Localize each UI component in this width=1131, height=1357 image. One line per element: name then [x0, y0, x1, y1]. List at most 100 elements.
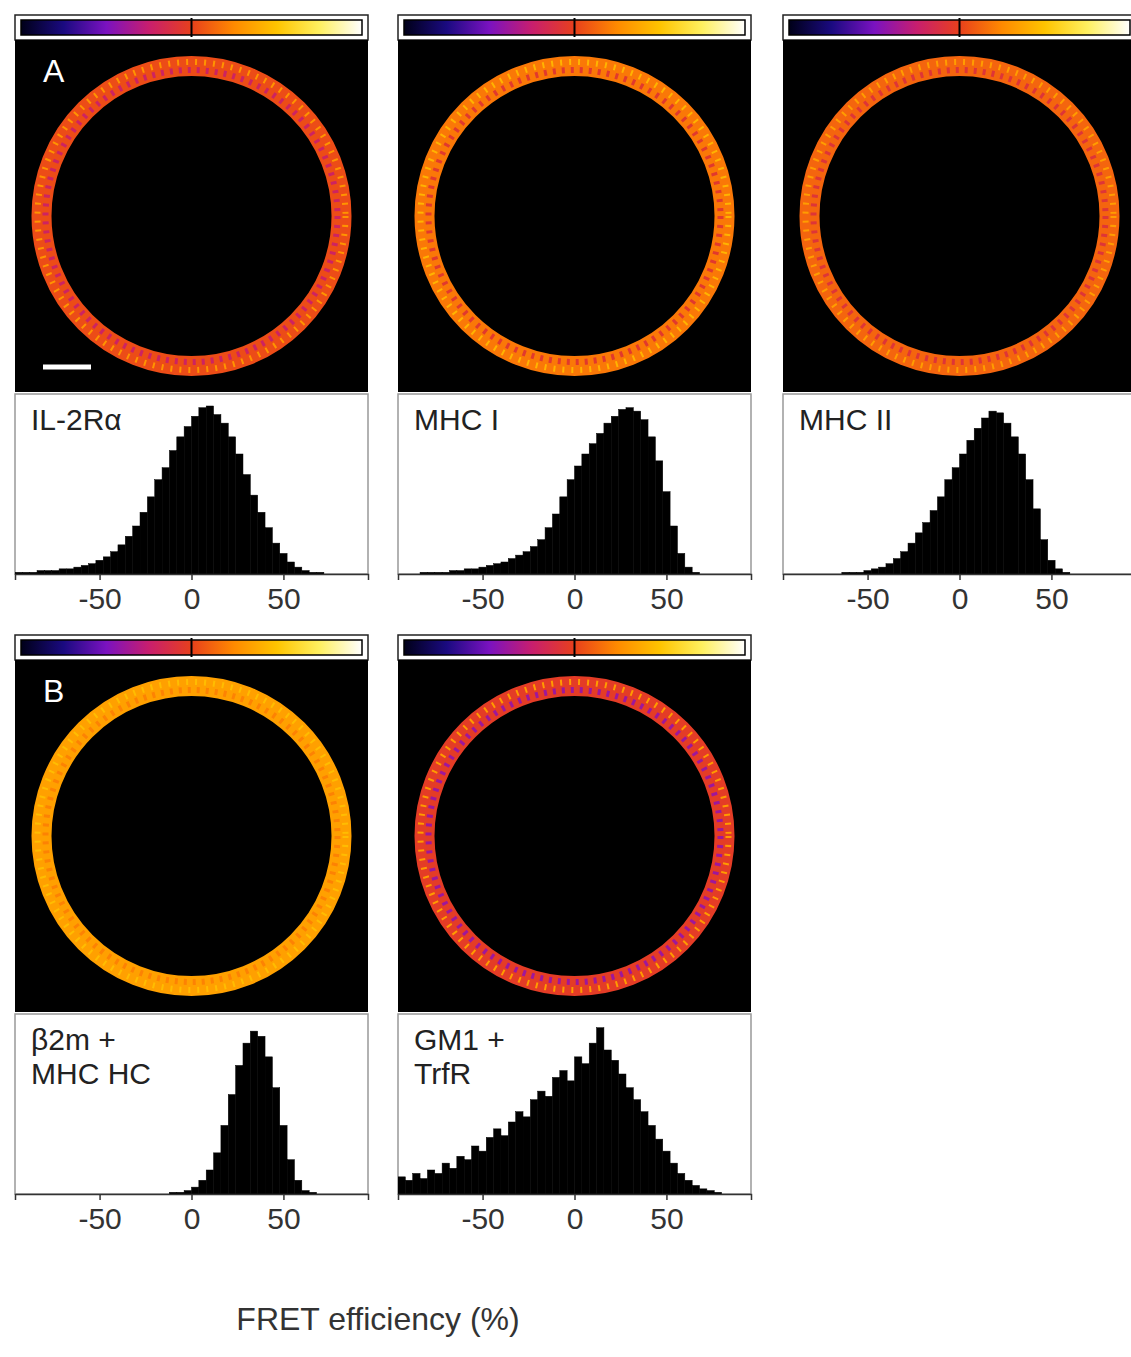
tick: 50 — [650, 574, 683, 615]
histogram-bar — [464, 569, 471, 574]
histogram-label: MHC I — [414, 403, 499, 436]
histogram-bar — [567, 1081, 574, 1194]
tick: 0 — [184, 1194, 201, 1235]
histogram-bar — [589, 444, 596, 574]
plot-frame — [398, 394, 751, 574]
histogram-bar — [1026, 480, 1033, 574]
histogram-bar — [243, 1043, 250, 1194]
histogram-bar — [133, 526, 140, 574]
histogram-bar — [486, 565, 493, 574]
histogram-bar — [604, 1050, 611, 1194]
histogram-bar — [294, 1180, 301, 1194]
histogram-bar — [538, 540, 545, 574]
histogram-bar — [633, 411, 640, 574]
tick: -50 — [78, 1194, 121, 1235]
histogram-bar — [162, 468, 169, 574]
histogram-bar — [294, 567, 301, 574]
fret-ring-high — [38, 62, 346, 370]
figure: A-50050IL-2Rα-50050MHC I-50050MHC IIB-50… — [0, 0, 1131, 1357]
tick-label: 50 — [650, 582, 683, 615]
histogram-bar — [206, 406, 213, 574]
histogram-bar — [250, 1031, 257, 1194]
histogram-bar — [184, 1191, 191, 1194]
histogram-bar — [842, 572, 849, 574]
histogram-bar — [538, 1091, 545, 1194]
fret-ring — [810, 66, 1110, 366]
panel: B-50050β2m +MHC HC — [15, 635, 369, 1235]
tick: -50 — [78, 574, 121, 615]
histogram-bar — [265, 528, 272, 574]
tick-mark — [574, 574, 576, 580]
tick-label: 0 — [952, 582, 969, 615]
tick-mark — [99, 1194, 101, 1200]
histogram-bar — [206, 1170, 213, 1194]
histogram-bar — [908, 543, 915, 574]
histogram-bar — [1004, 423, 1011, 574]
histogram-bar — [857, 572, 864, 574]
panel: -50050MHC II — [783, 15, 1131, 615]
histogram-bar — [442, 572, 449, 574]
tick-mark — [959, 574, 961, 580]
colorbar-divider — [574, 638, 576, 657]
histogram-bar — [111, 552, 118, 574]
histogram-bar — [258, 1036, 265, 1194]
fret-ring — [42, 66, 342, 366]
histogram-bar — [692, 572, 699, 574]
label-line: MHC I — [414, 403, 499, 436]
label-patch — [411, 1021, 508, 1092]
histogram-bar — [464, 1160, 471, 1194]
tick: 0 — [184, 574, 201, 615]
histogram-bar — [626, 408, 633, 574]
histogram: -50050MHC II — [783, 394, 1131, 615]
histogram-bar — [523, 1117, 530, 1194]
panel-label: A — [43, 53, 65, 89]
colorbar-frame — [15, 15, 368, 40]
histogram-bar — [677, 553, 684, 574]
histogram-bar — [177, 1192, 184, 1194]
plot-frame — [398, 1014, 751, 1194]
histogram-bar — [655, 1139, 662, 1194]
histogram-bar — [30, 572, 37, 574]
tick-label: -50 — [78, 582, 121, 615]
histogram-bar — [611, 1060, 618, 1194]
histogram-label: GM1 +TrfR — [414, 1023, 505, 1090]
histogram-bar — [302, 1191, 309, 1194]
histogram-bar — [619, 1074, 626, 1194]
histogram-label-group: GM1 +TrfR — [411, 1021, 508, 1092]
histogram-bar — [886, 564, 893, 574]
histogram: -50050β2m +MHC HC — [15, 1014, 369, 1235]
label-patch — [796, 401, 895, 438]
histogram-bar — [677, 1173, 684, 1194]
histogram-bar — [169, 451, 176, 574]
histogram-bar — [1062, 572, 1069, 574]
x-axis-title: FRET efficiency (%) — [236, 1301, 519, 1337]
tick-mark — [666, 1194, 668, 1200]
histogram-bar — [552, 1077, 559, 1194]
histogram-bar — [192, 416, 199, 574]
histogram-bar — [272, 543, 279, 574]
tick-mark — [666, 574, 668, 580]
histogram-bar — [670, 1163, 677, 1194]
bars — [169, 1031, 316, 1194]
tick-mark — [283, 574, 285, 580]
image-ground — [15, 40, 368, 392]
histogram-bar — [125, 536, 132, 574]
histogram-bar — [530, 1100, 537, 1194]
tick: 0 — [567, 574, 584, 615]
colorbar-divider — [574, 18, 576, 37]
tick-label: 0 — [567, 582, 584, 615]
histogram-bar — [192, 1187, 199, 1194]
histogram-bar — [871, 569, 878, 574]
histogram-bar — [516, 555, 523, 574]
image-ground — [398, 40, 751, 392]
histogram: -50050GM1 +TrfR — [398, 1014, 752, 1235]
histogram-bar — [945, 480, 952, 574]
tick: 50 — [267, 574, 300, 615]
histogram-bar — [516, 1112, 523, 1194]
histogram-bar — [611, 416, 618, 574]
histogram-bar — [545, 528, 552, 574]
histogram-bar — [309, 1192, 316, 1194]
histogram-bar — [1055, 569, 1062, 574]
tick: 0 — [952, 574, 969, 615]
axis-line — [16, 1195, 369, 1201]
